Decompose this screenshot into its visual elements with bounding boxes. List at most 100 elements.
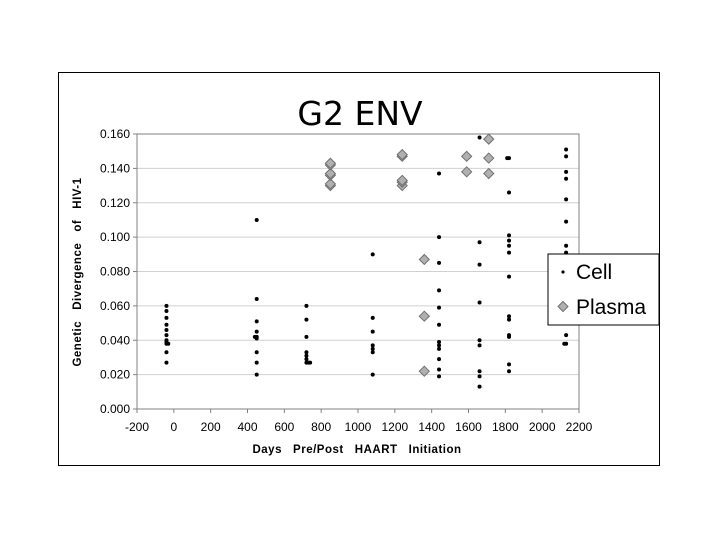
- y-tick-label: 0.040: [100, 333, 130, 347]
- cell-point: [564, 333, 569, 338]
- cell-point: [164, 315, 169, 320]
- x-axis-ticks: -200 0 200 400 600 800 1000 1200 1400 1600 1800 200…: [125, 409, 593, 434]
- x-tick-label: 2000: [529, 420, 556, 434]
- y-tick-label: 0.160: [100, 127, 130, 141]
- plasma-point: [460, 150, 473, 163]
- cell-point: [477, 384, 482, 389]
- cell-point: [370, 350, 375, 355]
- y-tick-label: 0.140: [100, 161, 130, 175]
- cell-point: [507, 369, 512, 374]
- series-cell: [164, 135, 569, 389]
- cell-point: [164, 322, 169, 327]
- data-points: [164, 133, 569, 389]
- cell-point: [564, 197, 569, 202]
- cell-point: [564, 147, 569, 152]
- x-tick-label: 1600: [455, 420, 482, 434]
- x-tick-label: 200: [201, 420, 221, 434]
- x-tick-label: 0: [170, 420, 177, 434]
- cell-point: [164, 327, 169, 332]
- cell-point: [477, 338, 482, 343]
- legend-cell-marker: [561, 270, 565, 274]
- cell-point: [437, 357, 442, 362]
- cell-point: [437, 171, 442, 176]
- x-tick-label: 800: [311, 420, 331, 434]
- cell-point: [437, 339, 442, 344]
- cell-point: [164, 309, 169, 314]
- cell-point: [437, 235, 442, 240]
- cell-point: [437, 343, 442, 348]
- plasma-point: [324, 178, 337, 190]
- cell-point: [477, 262, 482, 267]
- x-tick-label: 1000: [345, 420, 372, 434]
- cell-point: [437, 260, 442, 265]
- cell-point: [164, 338, 169, 343]
- cell-point: [437, 367, 442, 372]
- legend-plasma-marker: [557, 300, 569, 313]
- grid-lines: [137, 167, 579, 376]
- cell-point: [304, 334, 309, 339]
- cell-point: [507, 362, 512, 367]
- cell-point: [164, 360, 169, 365]
- x-tick-label: 2200: [566, 420, 593, 434]
- cell-point: [370, 372, 375, 377]
- plasma-point: [418, 253, 431, 266]
- legend-cell-label: Cell: [576, 261, 612, 284]
- plasma-point: [460, 166, 473, 178]
- cell-point: [437, 288, 442, 293]
- cell-point: [477, 135, 482, 140]
- cell-point: [507, 314, 512, 319]
- cell-point: [304, 353, 309, 358]
- cell-point: [507, 238, 512, 243]
- cell-point: [166, 341, 171, 346]
- plasma-point: [324, 157, 337, 169]
- cell-point: [254, 360, 259, 365]
- cell-point: [254, 217, 259, 222]
- legend-plasma-label: Plasma: [576, 296, 646, 319]
- x-tick-label: 1200: [381, 420, 408, 434]
- cell-point: [437, 305, 442, 310]
- y-axis-label: Genetic Divergence of HIV-1: [72, 177, 84, 366]
- x-tick-label: 1400: [418, 420, 445, 434]
- cell-point: [164, 350, 169, 355]
- cell-point: [507, 274, 512, 279]
- cell-point: [564, 169, 569, 174]
- y-tick-label: 0.080: [100, 265, 130, 279]
- y-tick-label: 0.020: [100, 368, 130, 382]
- cell-point: [564, 219, 569, 224]
- plasma-point: [418, 365, 431, 377]
- plasma-point: [324, 167, 337, 180]
- cell-point: [505, 156, 510, 161]
- x-tick-label: -200: [125, 420, 149, 434]
- cell-point: [304, 357, 309, 362]
- chart-title: G2 ENV: [297, 94, 423, 133]
- series-plasma: [324, 133, 495, 377]
- cell-point: [370, 315, 375, 320]
- cell-point: [164, 333, 169, 338]
- cell-point: [254, 372, 259, 377]
- cell-point: [437, 374, 442, 379]
- cell-point: [304, 317, 309, 322]
- cell-point: [507, 250, 512, 255]
- cell-point: [304, 350, 309, 355]
- cell-point: [308, 360, 313, 365]
- y-tick-label: 0.060: [100, 299, 130, 313]
- y-tick-label: 0.100: [100, 230, 130, 244]
- cell-point: [564, 176, 569, 181]
- x-axis-label: Days Pre/Post HAART Initiation: [252, 444, 461, 456]
- cell-point: [370, 346, 375, 351]
- cell-point: [507, 243, 512, 248]
- cell-point: [437, 346, 442, 351]
- cell-point: [437, 322, 442, 327]
- cell-point: [507, 233, 512, 238]
- cell-point: [164, 303, 169, 308]
- cell-point: [562, 341, 567, 346]
- plasma-point: [483, 167, 495, 180]
- cell-point: [254, 319, 259, 324]
- x-tick-label: 600: [274, 420, 294, 434]
- cell-point: [254, 350, 259, 355]
- scatter-chart: G2 ENV 0.000 0.020 0.040 0.060 0.080 0.100 0.1…: [72, 94, 659, 456]
- x-tick-label: 400: [237, 420, 257, 434]
- cell-point: [507, 190, 512, 195]
- plasma-point: [483, 133, 495, 145]
- cell-point: [254, 297, 259, 301]
